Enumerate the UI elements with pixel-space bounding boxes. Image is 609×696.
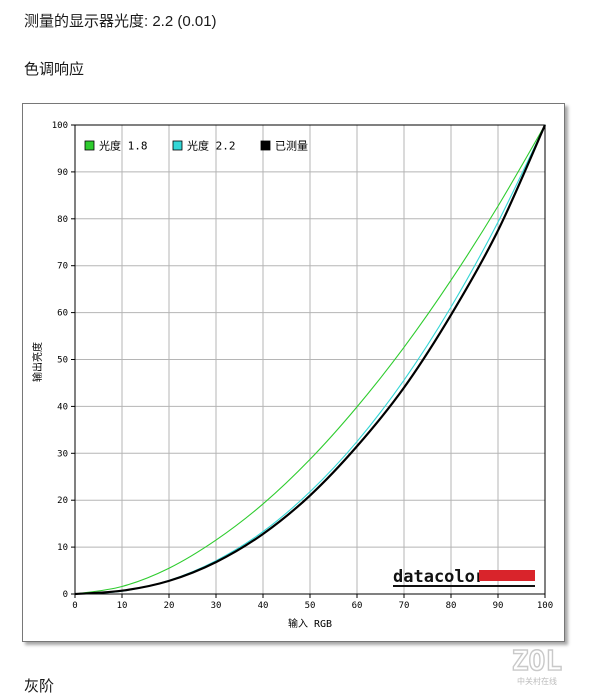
datacolor-logo: datacolor [393,567,535,587]
y-tick-label: 100 [52,121,68,131]
y-tick-label: 20 [57,496,68,506]
x-axis-label: 输入 RGB [288,617,332,630]
x-tick-label: 40 [258,601,269,611]
gamma-heading: 测量的显示器光度: 2.2 (0.01) [24,13,217,30]
legend-label-2: 光度 2.2 [187,139,236,153]
y-tick-label: 60 [57,309,68,319]
x-tick-label: 20 [164,601,175,611]
chart-grid [74,124,546,595]
datacolor-brand-underline [393,585,535,587]
legend-swatch-3 [260,140,271,151]
x-tick-label: 30 [211,601,222,611]
chart-series [74,124,547,596]
y-tick-label: 50 [57,356,68,366]
y-tick-label: 30 [57,449,68,459]
x-tick-label: 70 [399,601,410,611]
legend-label-1: 光度 1.8 [99,139,148,153]
tone-response-chart: 0 10 20 30 40 50 60 70 80 90 100 0 10 20 30 40 50 60 70 80 9… [31,121,553,630]
tone-response-chart-frame: 0 10 20 30 40 50 60 70 80 90 100 0 10 20 30 40 50 60 70 80 9… [22,103,565,642]
x-tick-label: 10 [117,601,128,611]
x-tick-label: 100 [537,601,553,611]
chart-legend: 光度 1.8 光度 2.2 已测量 [84,139,308,153]
x-tick-label: 60 [352,601,363,611]
watermark-subtitle: 中关村在线 [517,676,557,686]
grayscale-heading: 灰阶 [24,678,55,695]
x-tick-label: 0 [72,601,77,611]
y-tick-label: 80 [57,215,68,225]
legend-swatch-2 [172,140,183,151]
y-tick-label: 90 [57,168,68,178]
tone-response-heading: 色调响应 [24,61,85,78]
watermark-logo: ZOL [512,644,563,677]
x-tick-label: 90 [493,601,504,611]
y-axis-label: 输出亮度 [31,342,44,382]
datacolor-brand-text: datacolor [393,567,485,587]
zol-watermark: ZOL 中关村在线 [511,643,563,686]
y-tick-label: 10 [57,543,68,553]
series-line-3 [74,124,547,596]
chart-ticks: 0 10 20 30 40 50 60 70 80 90 100 0 10 20 30 40 50 60 70 80 9… [52,121,553,611]
legend-swatch-1 [84,140,95,151]
legend-label-3: 已测量 [275,140,308,153]
series-line-1 [74,124,546,595]
y-tick-label: 0 [63,590,68,600]
y-tick-label: 70 [57,262,68,272]
x-tick-label: 80 [446,601,457,611]
x-tick-label: 50 [305,601,316,611]
datacolor-brand-bar [479,570,535,581]
y-tick-label: 40 [57,402,68,412]
